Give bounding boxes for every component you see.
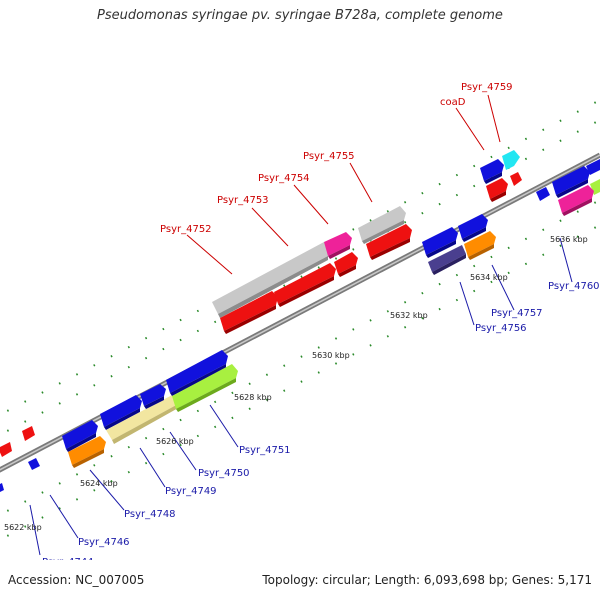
- gene-orange-left[interactable]: [68, 436, 106, 465]
- gene-blue-r1-shade: [426, 240, 456, 258]
- kbp-label: 5634 kbp: [470, 273, 508, 282]
- gene-blue-r4-shade: [556, 179, 588, 198]
- gene-red-d[interactable]: [366, 224, 412, 257]
- gene-psyr-4756-shade: [432, 254, 466, 275]
- kbp-label: 5628 kbp: [234, 393, 272, 402]
- gene-psyr-4746-shade: [66, 433, 96, 452]
- gene-blue-r3[interactable]: [536, 187, 550, 201]
- gene-blue-top-shade: [170, 364, 226, 396]
- gene-psyr-4752-shade: [218, 256, 328, 318]
- gene-psyr-4755-shade: [362, 220, 404, 244]
- gene-label: coaD: [440, 97, 466, 108]
- gene-labels-bottom: Psyr_4744 Psyr_4746 Psyr_4748 Psyr_4749 …: [42, 281, 600, 560]
- gene-coad-shade: [484, 172, 502, 184]
- gene-label: Psyr_4750: [198, 468, 250, 479]
- gene-red-c[interactable]: [334, 252, 358, 274]
- gene-blue-r4[interactable]: [552, 166, 590, 195]
- gene-blue-r2-shade: [462, 227, 486, 242]
- gene-red-e[interactable]: [486, 178, 508, 199]
- kbp-label: 5622 kbp: [4, 523, 42, 532]
- kbp-labels: 5622 kbp 5624 kbp 5626 kbp 5628 kbp 5630…: [4, 235, 588, 532]
- gene-psyr-4755[interactable]: [358, 206, 406, 241]
- gene-red-f[interactable]: [510, 172, 522, 186]
- diagram-title: Pseudomonas syringae pv. syringae B728a,…: [97, 8, 503, 23]
- grid-dots-inner: [0, 199, 600, 541]
- gene-label: Psyr_4756: [475, 323, 527, 334]
- gene-label: Psyr_4759: [461, 82, 513, 93]
- genome-map: 5622 kbp 5624 kbp 5626 kbp 5628 kbp 5630…: [0, 82, 600, 560]
- gene-label: Psyr_4755: [303, 151, 355, 162]
- gene-blue-r2[interactable]: [458, 214, 488, 239]
- gene-orange-left-shade: [72, 449, 104, 468]
- kbp-label: 5630 kbp: [312, 351, 350, 360]
- gene-label: Psyr_4754: [258, 173, 310, 184]
- gene-label: Psyr_4757: [491, 308, 543, 319]
- gene-psyr-4749-shade: [112, 403, 180, 444]
- gene-red-d-shade: [370, 238, 410, 260]
- gene-red-b-shade: [278, 276, 334, 307]
- gene-blue-r5[interactable]: [586, 159, 600, 175]
- gene-psyr-4760-shade: [562, 198, 592, 216]
- gene-labels-top: Psyr_4752 Psyr_4753 Psyr_4754 Psyr_4755 …: [160, 82, 513, 235]
- kbp-label: 5632 kbp: [390, 311, 428, 320]
- gene-label: Psyr_4746: [78, 537, 130, 548]
- gene-red-a-shade: [224, 305, 276, 334]
- kbp-label: 5624 kbp: [80, 479, 118, 488]
- accession-text: Accession: NC_007005: [8, 573, 145, 587]
- gene-psyr-4748[interactable]: [100, 395, 142, 427]
- gene-psyr-4760[interactable]: [558, 185, 594, 213]
- gene-lime-r[interactable]: [590, 179, 600, 195]
- kbp-label: 5636 kbp: [550, 235, 588, 244]
- gene-psyr-4749[interactable]: [106, 393, 180, 440]
- gene[interactable]: [28, 458, 40, 470]
- gene[interactable]: [22, 426, 35, 441]
- gene-psyr-4751[interactable]: [172, 364, 238, 409]
- gene-label: Psyr_4748: [124, 509, 176, 520]
- gene-red-a[interactable]: [220, 291, 278, 331]
- gene-coad[interactable]: [480, 159, 504, 181]
- gene-red-e-shade: [490, 191, 506, 202]
- gene[interactable]: [0, 442, 12, 457]
- gene-psyr-4757[interactable]: [464, 231, 496, 257]
- gene[interactable]: [0, 483, 4, 493]
- callout-lines: [29, 94, 573, 556]
- gene-psyr-4756[interactable]: [428, 245, 466, 272]
- gene-magenta[interactable]: [324, 232, 352, 256]
- gene-blue-small[interactable]: [140, 384, 166, 406]
- gene-psyr-4759[interactable]: [502, 150, 520, 170]
- gene-psyr-4751-shade: [176, 378, 236, 412]
- gene-label: Psyr_4753: [217, 195, 269, 206]
- genome-summary-text: Topology: circular; Length: 6,093,698 bp…: [262, 573, 592, 587]
- gene-psyr-4752[interactable]: [212, 242, 330, 314]
- gene-red-c-shade: [338, 265, 356, 277]
- gene-label: Psyr_4751: [239, 445, 291, 456]
- gene-label: Psyr_4760: [548, 281, 600, 292]
- gene-label: Psyr_4744: [42, 557, 94, 560]
- gene-psyr-4757-shade: [468, 244, 494, 260]
- gene-label: Psyr_4752: [160, 224, 212, 235]
- gene-psyr-4748-shade: [104, 408, 140, 430]
- gene-blue-top[interactable]: [166, 350, 228, 393]
- gene-blue-r1[interactable]: [422, 227, 458, 255]
- kbp-label: 5626 kbp: [156, 437, 194, 446]
- gene-label: Psyr_4749: [165, 486, 217, 497]
- gene-psyr-4746[interactable]: [62, 420, 98, 449]
- genes: [0, 150, 600, 493]
- gene-magenta-shade: [328, 245, 350, 259]
- gene-blue-small-shade: [144, 396, 164, 409]
- gene-red-b[interactable]: [274, 263, 336, 304]
